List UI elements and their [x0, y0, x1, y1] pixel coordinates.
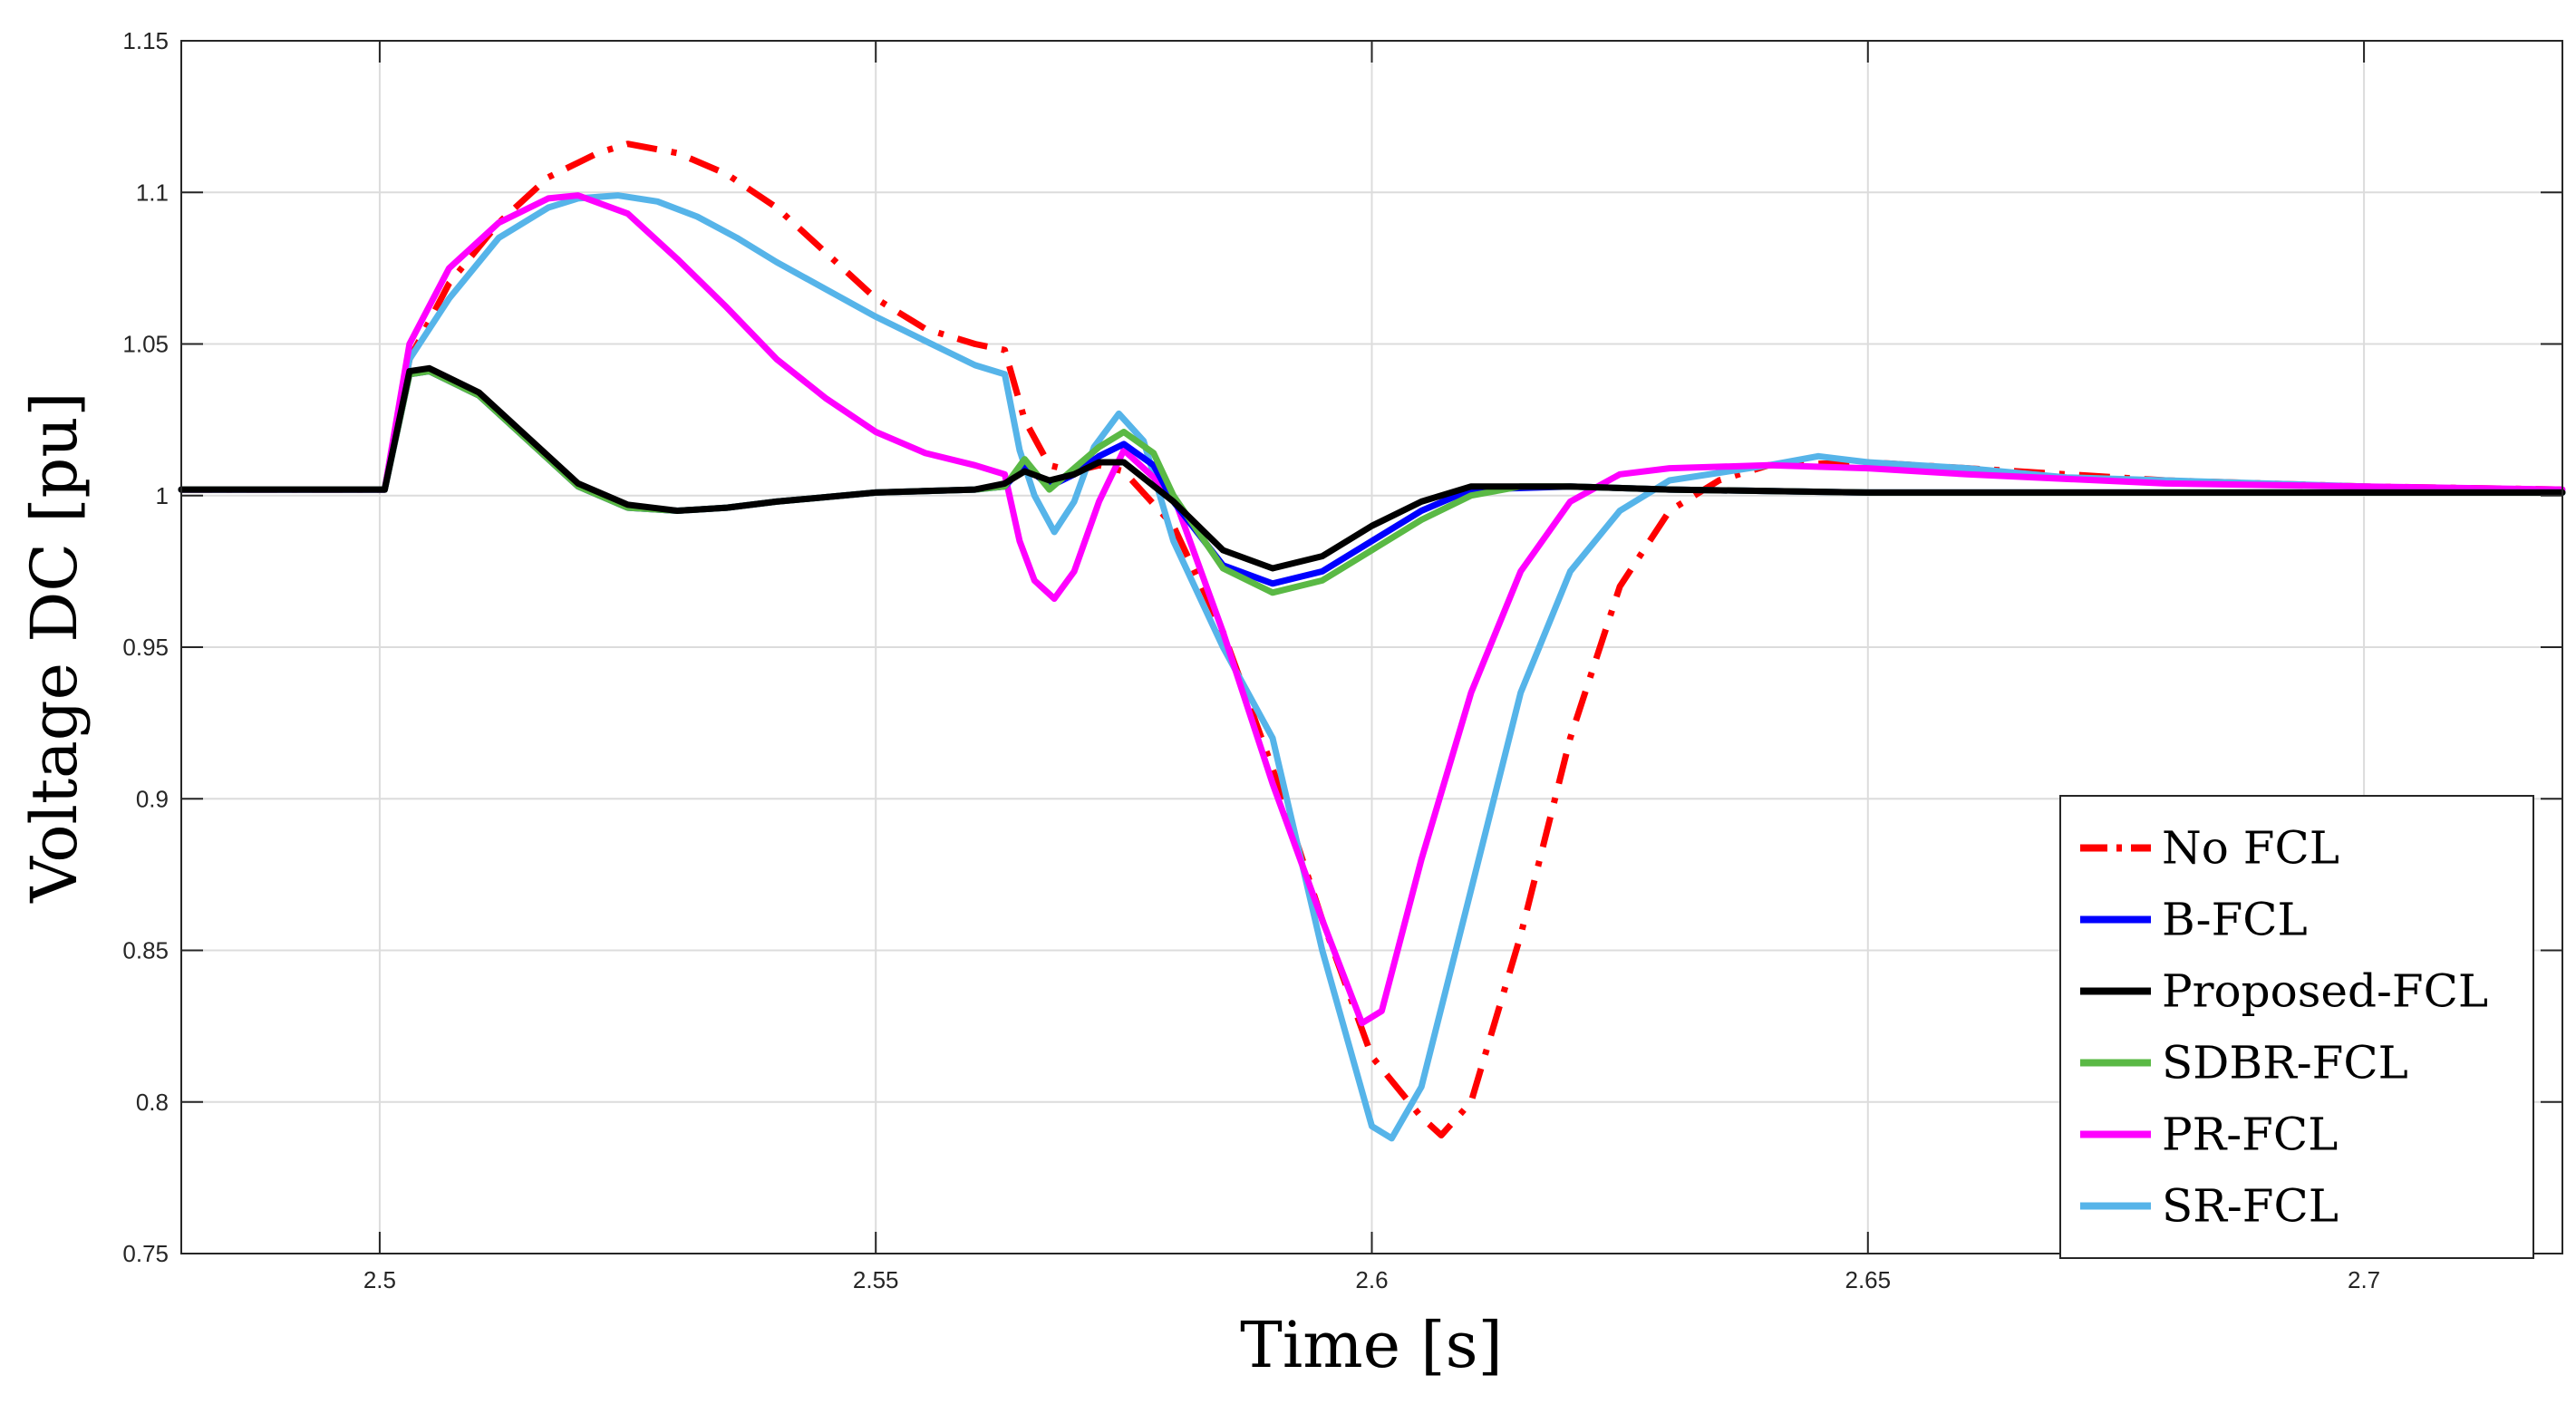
y-tick-label-7: 1.1 [136, 179, 169, 206]
y-axis-ticks: 0.75 0.8 0.85 0.9 0.95 1 1.05 1.1 1.15 [122, 27, 2562, 1267]
series-line-proposed-fcl [178, 364, 2566, 572]
y-tick-label-1: 0.8 [136, 1089, 169, 1116]
series-layer [178, 140, 2566, 1142]
legend-label-sdbr-fcl: SDBR-FCL [2162, 1037, 2408, 1090]
legend: No FCL B-FCL Proposed-FCL SDBR-FCL PR-FCL SR-… [2059, 795, 2534, 1259]
series-line-sr-fcl [178, 192, 2566, 1142]
legend-box [2059, 795, 2534, 1259]
x-tick-label-1: 2.55 [853, 1266, 899, 1293]
x-tick-label-2: 2.6 [1355, 1266, 1388, 1293]
legend-label-no-fcl: No FCL [2162, 822, 2339, 875]
legend-label-b-fcl: B-FCL [2162, 894, 2308, 946]
x-tick-label-3: 2.65 [1845, 1266, 1891, 1293]
legend-label-pr-fcl: PR-FCL [2162, 1109, 2338, 1161]
y-tick-label-4: 0.95 [122, 634, 169, 661]
x-axis-title: Time [s] [1240, 1308, 1503, 1382]
legend-label-proposed-fcl: Proposed-FCL [2162, 965, 2488, 1018]
x-tick-label-0: 2.5 [363, 1266, 396, 1293]
y-tick-label-8: 1.15 [122, 27, 169, 54]
y-axis-title: Voltage DC [pu] [17, 392, 92, 903]
y-tick-label-5: 1 [156, 482, 169, 509]
series-line-pr-fcl [178, 192, 2566, 1027]
y-tick-label-3: 0.9 [136, 785, 169, 812]
legend-label-sr-fcl: SR-FCL [2162, 1180, 2339, 1233]
x-tick-label-4: 2.7 [2348, 1266, 2380, 1293]
y-tick-label-6: 1.05 [122, 331, 169, 358]
x-axis-ticks: 2.5 2.55 2.6 2.65 2.7 [363, 41, 2380, 1293]
y-tick-label-0: 0.75 [122, 1240, 169, 1267]
y-tick-label-2: 0.85 [122, 937, 169, 964]
